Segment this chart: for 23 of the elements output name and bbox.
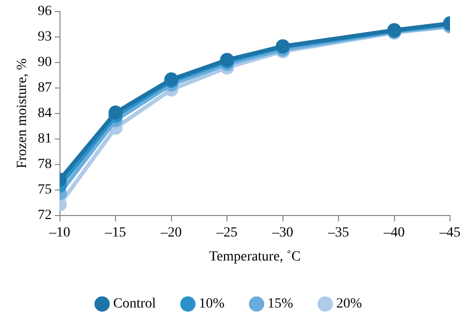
x-tick-label: –15 <box>104 225 126 240</box>
x-tick-label: –30 <box>271 225 294 240</box>
y-tick-label: 81 <box>38 132 52 147</box>
x-tick-label: –10 <box>48 225 70 240</box>
x-tick-label: –20 <box>160 225 182 240</box>
y-tick-label: 96 <box>38 4 52 20</box>
y-tick-label: 75 <box>38 182 52 198</box>
x-tick-label: –45 <box>438 225 460 240</box>
y-tick-label: 78 <box>38 157 52 172</box>
y-tick-label: 84 <box>38 106 52 122</box>
x-tick-label: –40 <box>382 225 405 240</box>
legend-label: 10% <box>198 296 225 312</box>
legend-label: 20% <box>336 296 362 312</box>
y-axis-title: Frozen moisture, % <box>15 58 30 168</box>
y-tick-label: 72 <box>38 208 52 224</box>
y-tick-label: 90 <box>38 55 52 70</box>
y-tick-label: 93 <box>38 30 52 45</box>
x-tick-label: –25 <box>216 225 238 240</box>
legend-label: 15% <box>268 296 294 312</box>
y-tick-label: 87 <box>38 80 52 96</box>
legend-label: Control <box>113 296 156 312</box>
x-tick-label: –35 <box>327 225 350 240</box>
x-axis-title: Temperature, ˚C <box>209 249 301 264</box>
